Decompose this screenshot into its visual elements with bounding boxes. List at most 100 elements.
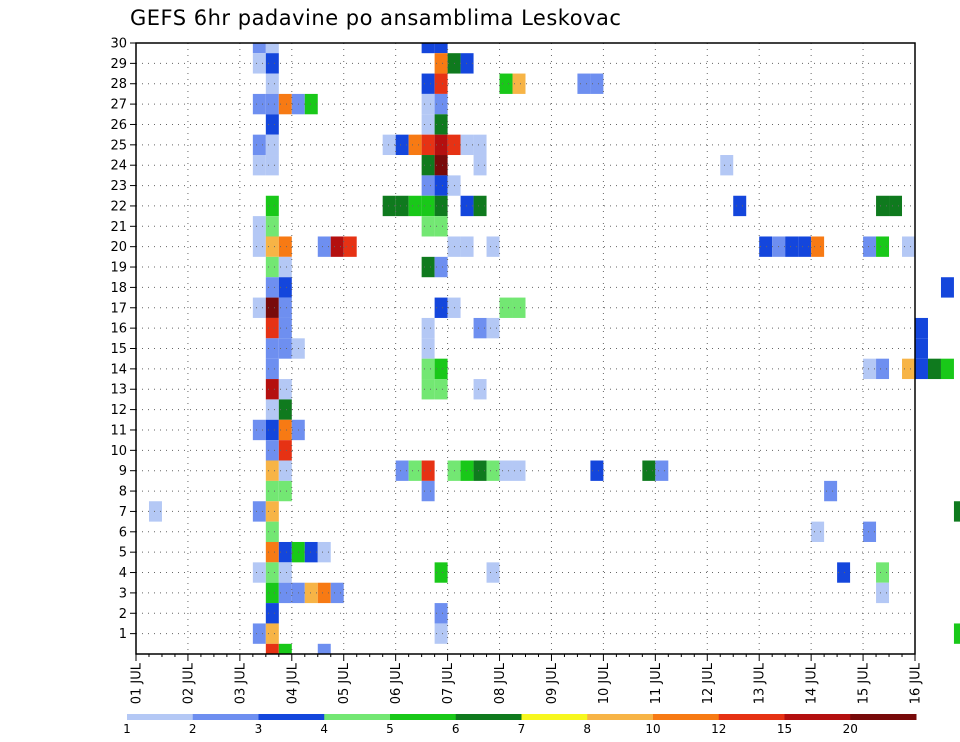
heatmap-cell [733,195,747,217]
heatmap-cell [486,236,500,257]
heatmap-cell [252,155,266,176]
heatmap-cell [720,155,734,176]
heatmap-cell [486,460,500,481]
heatmap-cell [460,460,474,481]
colorbar-label: 7 [518,722,526,736]
heatmap-cell [395,460,409,481]
heatmap-cell [265,562,279,583]
y-tick-label: 6 [119,525,127,540]
x-tick-label: 10 JUL [597,662,612,704]
y-tick-label: 25 [110,138,127,153]
heatmap-cell [434,562,448,583]
y-tick-label: 16 [110,322,127,337]
heatmap-cell [265,53,279,74]
colorbar-label: 6 [452,722,460,736]
heatmap-cell [421,93,435,115]
heatmap-cell [252,562,266,583]
x-tick-label: 08 JUL [493,662,508,704]
y-tick-label: 21 [110,220,127,235]
heatmap-cell [265,277,279,298]
heatmap-cell [421,460,435,481]
x-tick-label: 16 JUL [909,662,924,704]
heatmap-cell [278,582,292,604]
heatmap-cell [278,297,292,318]
colorbar-swatch [258,714,325,720]
x-tick-label: 11 JUL [649,662,664,704]
heatmap-cell [434,297,448,318]
heatmap-cell [902,236,915,257]
heatmap-cell [473,460,487,481]
heatmap-cell [252,236,266,257]
y-tick-label: 5 [119,546,127,561]
heatmap-cell [421,480,435,502]
colorbar-swatch [192,714,259,720]
heatmap-cell [876,562,890,583]
heatmap-cell [434,155,448,176]
y-tick-label: 2 [119,607,127,622]
heatmap-cell [265,155,279,176]
heatmap-cell [408,195,422,217]
heatmap-cell [876,358,890,380]
heatmap-cell [940,277,954,298]
heatmap-cell [499,73,513,94]
heatmap-cell [265,216,279,237]
colorbar-label: 4 [320,722,328,736]
x-tick-label: 09 JUL [545,662,560,704]
heatmap-cell [473,195,487,217]
y-tick-label: 11 [110,423,127,438]
heatmap-cell [252,134,266,156]
heatmap-cell [265,643,279,654]
heatmap-cell [421,195,435,217]
x-tick-label: 03 JUL [233,662,248,704]
heatmap-cell [798,236,812,257]
heatmap-cell [278,562,292,583]
heatmap-cell [473,317,487,339]
heatmap-cell [304,541,318,563]
colorbar-label: 8 [583,722,591,736]
heatmap-cell [421,338,435,359]
heatmap-cell [278,379,292,400]
heatmap-cell [460,53,474,74]
heatmap-cell [434,73,448,94]
heatmap-cell [811,521,825,542]
heatmap-cell [512,460,526,481]
heatmap-cell [421,134,435,156]
y-tick-label: 20 [110,240,127,255]
x-tick-label: 04 JUL [285,662,300,704]
colorbar-swatch [850,714,917,720]
heatmap-cell [421,175,435,196]
y-axis: 1234567891011121314151617181920212223242… [110,37,136,642]
heatmap-cell [278,480,292,502]
colorbar: 1 2 3 4 5 6 7 8 10 12 15 20 [123,714,917,736]
heatmap-cell [434,114,448,135]
heatmap-cell [837,562,851,583]
y-tick-label: 15 [110,342,127,357]
heatmap-cell [460,195,474,217]
heatmap-cell [382,134,396,156]
y-tick-label: 10 [110,444,127,459]
colorbar-swatch [390,714,457,720]
heatmap-cell [265,440,279,461]
x-tick-label: 01 JUL [130,662,145,704]
heatmap-cell [252,53,266,74]
heatmap-cell [265,399,279,420]
heatmap-cell [265,603,279,624]
y-tick-label: 14 [110,362,127,377]
heatmap-cell [434,134,448,156]
heatmap-cell [265,236,279,257]
colorbar-label: 5 [386,722,394,736]
heatmap-cell [278,338,292,359]
heatmap-cell [434,379,448,400]
heatmap-cell [252,623,266,644]
y-tick-label: 13 [110,383,127,398]
y-tick-label: 12 [110,403,127,418]
heatmap-cell [940,358,954,380]
heatmap-cell [863,236,877,257]
heatmap-cell [278,236,292,257]
heatmap-cell [265,419,279,441]
heatmap-cell [265,623,279,644]
heatmap-cell [265,521,279,542]
x-tick-label: 06 JUL [389,662,404,704]
heatmap-cell [278,399,292,420]
heatmap-cell [915,338,928,359]
